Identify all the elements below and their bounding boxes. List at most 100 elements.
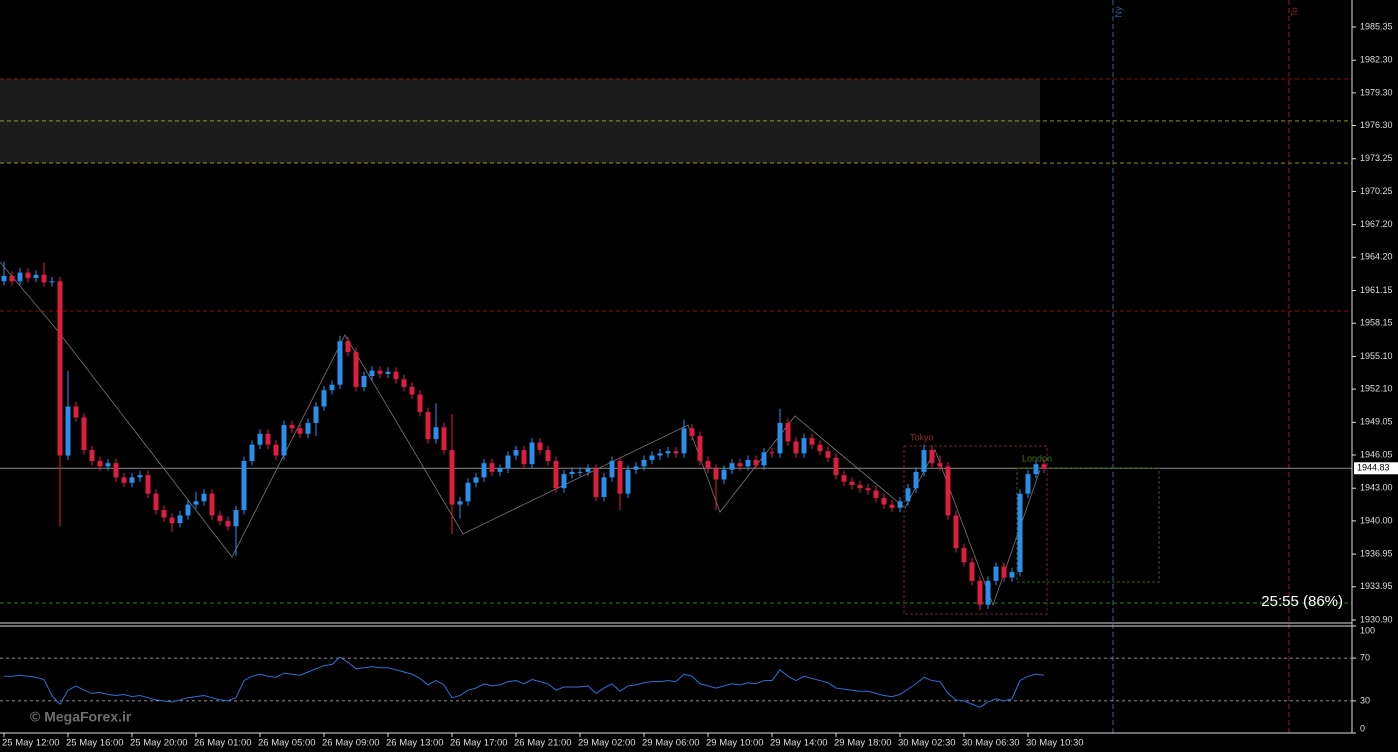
candle-body xyxy=(577,471,583,473)
candle-body xyxy=(865,488,871,491)
candle-body xyxy=(489,463,495,472)
candle-body xyxy=(185,504,191,516)
candle-body xyxy=(561,474,567,489)
y-tick-label: 1961.15 xyxy=(1360,285,1393,295)
candle-body xyxy=(73,406,79,418)
candle-body xyxy=(569,471,575,475)
candle-body xyxy=(417,394,423,412)
candle-body xyxy=(665,451,671,454)
candle-body xyxy=(633,466,639,470)
candle-body xyxy=(65,406,71,456)
candle-body xyxy=(921,450,927,472)
candle-body xyxy=(329,384,335,391)
candle-body xyxy=(537,442,543,451)
candle-body xyxy=(857,484,863,489)
y-tick-label: 1930.90 xyxy=(1360,614,1393,624)
candle-body xyxy=(553,460,559,489)
session-label: London xyxy=(1022,453,1052,463)
candle-body xyxy=(673,451,679,454)
candle-body xyxy=(937,463,943,467)
candle-body xyxy=(457,501,463,505)
y-tick-label: 1985.35 xyxy=(1360,21,1393,31)
candle-body xyxy=(657,453,663,456)
candle-body xyxy=(129,477,135,483)
candle-body xyxy=(273,444,279,456)
candle-body xyxy=(873,490,879,499)
y-tick-label: 1933.95 xyxy=(1360,581,1393,591)
x-tick-label: 29 May 10:00 xyxy=(706,738,764,749)
x-tick-label: 30 May 06:30 xyxy=(962,738,1020,749)
y-tick-label: 1958.15 xyxy=(1360,318,1393,328)
candle-body xyxy=(681,428,687,454)
candle-body xyxy=(1017,493,1023,573)
y-tick-label: 1979.30 xyxy=(1360,87,1393,97)
candle-body xyxy=(905,488,911,502)
tokyo-box xyxy=(903,445,1048,615)
candle-body xyxy=(625,469,631,494)
candle-body xyxy=(177,515,183,524)
candle-body xyxy=(801,438,807,454)
candle-body xyxy=(433,427,439,440)
y-tick-label: 1943.00 xyxy=(1360,483,1393,493)
x-tick-label: 29 May 02:00 xyxy=(578,738,636,749)
y-tick-label: 1976.30 xyxy=(1360,120,1393,130)
candle-body xyxy=(289,425,295,429)
x-tick-label: 26 May 01:00 xyxy=(194,738,252,749)
candle-body xyxy=(481,463,487,478)
candle-body xyxy=(745,459,751,467)
candle-body xyxy=(305,422,311,434)
y-tick-label: 1940.00 xyxy=(1360,515,1393,525)
x-tick-label: 26 May 09:00 xyxy=(322,738,380,749)
watermark: © MegaForex.ir xyxy=(30,709,132,725)
candle-body xyxy=(105,463,111,467)
session-label: Tokyo xyxy=(910,432,934,442)
candle-body xyxy=(393,371,399,380)
candle-body xyxy=(753,459,759,466)
candle-body xyxy=(337,341,343,385)
candle-body xyxy=(233,510,239,527)
x-tick-label: 29 May 06:00 xyxy=(642,738,700,749)
candle-body xyxy=(145,475,151,494)
y-tick-label: 1955.10 xyxy=(1360,351,1393,361)
candle-body xyxy=(529,442,535,465)
candle-body xyxy=(985,580,991,605)
candle-body xyxy=(241,460,247,511)
y-tick-label: 0 xyxy=(1360,723,1365,733)
candle-body xyxy=(313,406,319,423)
x-tick-label: 25 May 16:00 xyxy=(66,738,124,749)
y-tick-label: 1967.20 xyxy=(1360,219,1393,229)
candle-body xyxy=(809,438,815,445)
candle-body xyxy=(889,504,895,508)
candle-body xyxy=(57,281,63,456)
candle-body xyxy=(961,548,967,563)
candle-body xyxy=(929,450,935,464)
candle-body xyxy=(281,425,287,456)
candle-body xyxy=(697,435,703,461)
candle-body xyxy=(833,457,839,476)
candle-body xyxy=(217,515,223,521)
candle-body xyxy=(89,450,95,461)
y-tick-label: 1952.10 xyxy=(1360,383,1393,393)
y-tick-label: 100 xyxy=(1360,625,1375,635)
candle-body xyxy=(849,481,855,485)
x-tick-label: 26 May 13:00 xyxy=(386,738,444,749)
y-tick-label: 30 xyxy=(1360,695,1370,705)
candle-body xyxy=(49,281,55,283)
candle-body xyxy=(585,468,591,472)
candle-body xyxy=(513,450,519,456)
candle-body xyxy=(193,501,199,505)
session-vlabel: To xyxy=(1289,7,1299,17)
candle-body xyxy=(945,466,951,516)
candle-body xyxy=(729,463,735,470)
candle-body xyxy=(545,450,551,461)
candle-body xyxy=(1033,464,1039,475)
candle-body xyxy=(137,475,143,478)
y-tick-label: 1982.30 xyxy=(1360,55,1393,65)
candle-body xyxy=(969,562,975,581)
candle-body xyxy=(465,482,471,502)
candle-body xyxy=(113,463,119,478)
session-vlabel: Ny xyxy=(1113,6,1123,17)
candle-body xyxy=(737,463,743,467)
x-tick-label: 30 May 02:30 xyxy=(898,738,956,749)
